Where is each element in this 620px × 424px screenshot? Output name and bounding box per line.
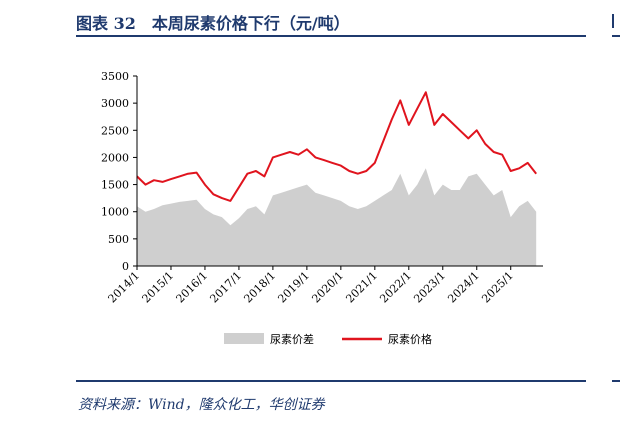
adjacent-figure-edge: [612, 14, 620, 28]
x-tick-label: 2014/1: [106, 269, 143, 306]
header-rule: [76, 35, 586, 37]
y-tick-label: 500: [108, 233, 129, 246]
adjacent-header-rule: [612, 35, 620, 37]
y-tick-label: 0: [122, 260, 129, 273]
x-tick-label: 2019/1: [275, 269, 312, 306]
figure-title: 图表 32 本周尿素价格下行（元/吨）: [76, 14, 350, 33]
x-tick-label: 2016/1: [174, 269, 211, 306]
y-tick-label: 2000: [101, 151, 129, 164]
plot-area: [136, 91, 537, 266]
x-tick-label: 2024/1: [445, 269, 482, 306]
series-line-price: [136, 91, 537, 202]
y-tick-label: 3500: [101, 70, 129, 83]
x-tick-label: 2015/1: [140, 269, 177, 306]
footer-rule: [76, 380, 586, 382]
legend-swatch-spread: [224, 333, 264, 344]
source-note: 资料来源：Wind，隆众化工，华创证券: [78, 397, 325, 413]
figure-header: 图表 32 本周尿素价格下行（元/吨）: [76, 6, 586, 36]
x-tick-label: 2023/1: [411, 269, 448, 306]
x-tick-label: 2022/1: [377, 269, 414, 306]
x-tick-label: 2025/1: [479, 269, 516, 306]
y-tick-label: 1000: [101, 206, 129, 219]
adjacent-footer-rule: [612, 380, 620, 382]
x-tick-label: 2018/1: [241, 269, 278, 306]
legend-label-price: 尿素价格: [388, 332, 432, 346]
chart-legend: 尿素价差 尿素价格: [224, 332, 432, 346]
x-tick-label: 2021/1: [343, 269, 380, 306]
y-tick-label: 3000: [101, 97, 129, 110]
y-tick-label: 1500: [101, 179, 129, 192]
series-area-spread: [137, 168, 537, 266]
x-tick-label: 2017/1: [207, 269, 244, 306]
legend-label-spread: 尿素价差: [270, 332, 314, 346]
y-tick-label: 2500: [101, 124, 129, 137]
x-tick-label: 2020/1: [309, 269, 346, 306]
